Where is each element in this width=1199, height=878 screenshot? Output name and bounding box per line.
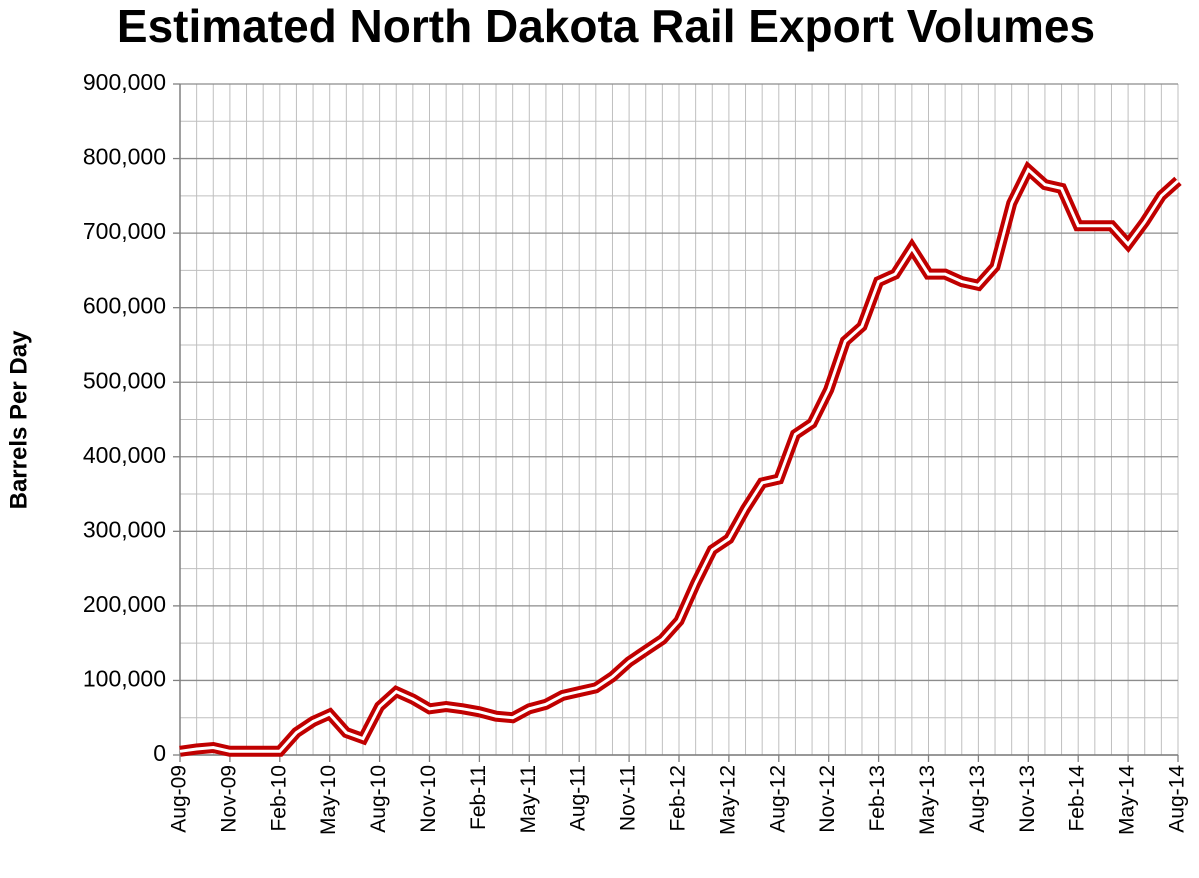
- x-tick-label: Feb-14: [1066, 765, 1089, 832]
- x-tick-label: Feb-13: [866, 765, 889, 832]
- x-tick-label: Feb-11: [467, 765, 490, 830]
- x-tick-label: Aug-14: [1166, 765, 1189, 833]
- x-tick-label: Nov-12: [816, 765, 839, 833]
- x-tick-label: Feb-10: [267, 765, 290, 832]
- chart-title: Estimated North Dakota Rail Export Volum…: [117, 0, 1095, 52]
- y-axis-label: Barrels Per Day: [5, 330, 32, 509]
- x-tick-label: Aug-09: [168, 765, 191, 833]
- x-tick-label: Feb-12: [667, 765, 690, 832]
- x-tick-label: Nov-11: [617, 765, 640, 831]
- x-tick-label: May-14: [1116, 765, 1139, 835]
- x-tick-label: Nov-13: [1016, 765, 1039, 833]
- y-tick-label: 100,000: [83, 666, 166, 692]
- x-tick-label: Nov-10: [417, 765, 440, 833]
- y-tick-label: 200,000: [83, 591, 166, 617]
- y-tick-label: 900,000: [83, 69, 166, 95]
- x-tick-label: Nov-09: [217, 765, 240, 833]
- x-tick-label: Aug-13: [966, 765, 989, 833]
- x-tick-label: May-10: [317, 765, 340, 835]
- y-tick-label: 0: [153, 740, 166, 766]
- x-tick-label: Aug-11: [567, 765, 590, 831]
- x-tick-label: May-11: [517, 765, 540, 833]
- y-tick-label: 700,000: [83, 218, 166, 244]
- y-tick-label: 600,000: [83, 293, 166, 319]
- y-tick-label: 400,000: [83, 442, 166, 468]
- x-tick-label: May-13: [916, 765, 939, 835]
- line-inner: [179, 167, 1180, 753]
- y-tick-label: 300,000: [83, 516, 166, 542]
- y-tick-label: 500,000: [83, 367, 166, 393]
- x-tick-label: Aug-12: [766, 765, 789, 833]
- y-tick-label: 800,000: [83, 144, 166, 170]
- x-tick-label: May-12: [716, 765, 739, 835]
- x-tick-label: Aug-10: [367, 765, 390, 833]
